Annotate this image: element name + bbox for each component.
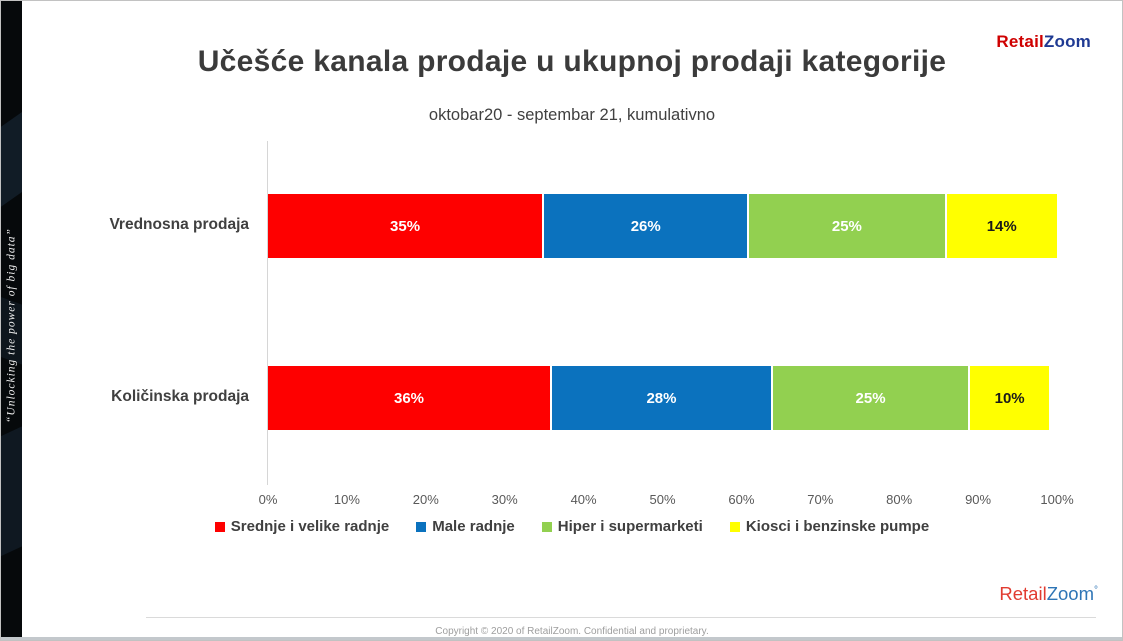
bar-value-label: 36% bbox=[394, 389, 425, 407]
x-tick-label: 100% bbox=[1040, 492, 1074, 507]
legend-label: Kiosci i benzinske pumpe bbox=[745, 518, 930, 535]
bar-segment: 36% bbox=[268, 366, 551, 430]
copyright-text: Copyright © 2020 of RetailZoom. Confiden… bbox=[435, 626, 709, 637]
chart-subtitle: oktobar20 - septembar 21, kumulativno bbox=[428, 106, 716, 124]
logo-retail-text: Retail bbox=[996, 32, 1044, 51]
bar-segment: 28% bbox=[552, 366, 771, 430]
side-tagline: “Unlocking the power of big data” bbox=[5, 228, 18, 424]
logo-zoom-text: Zoom bbox=[1043, 32, 1091, 51]
x-tick-label: 60% bbox=[728, 492, 755, 507]
logo-zoom-text: Zoom bbox=[1046, 583, 1094, 604]
x-tick-label: 50% bbox=[649, 492, 676, 507]
bar-segment: 25% bbox=[749, 194, 945, 258]
legend-swatch bbox=[729, 521, 740, 532]
bar-value-label: 26% bbox=[630, 217, 661, 235]
x-tick-label: 30% bbox=[491, 492, 518, 507]
logo-mark: ° bbox=[1094, 584, 1098, 596]
footer-divider bbox=[146, 617, 1096, 618]
bar-value-label: 25% bbox=[855, 389, 886, 407]
x-tick-label: 20% bbox=[412, 492, 439, 507]
side-strip: “Unlocking the power of big data” bbox=[1, 1, 22, 640]
legend-label: Srednje i velike radnje bbox=[230, 518, 390, 535]
x-tick-label: 0% bbox=[258, 492, 278, 507]
legend: Srednje i velike radnje Male radnje Hiper … bbox=[22, 518, 1122, 535]
bar-segment: 10% bbox=[970, 366, 1050, 430]
bar-value-label: 10% bbox=[994, 389, 1025, 407]
bar-segment: 35% bbox=[268, 194, 543, 258]
stacked-bar: 36% 28% 25% 10% bbox=[268, 366, 1057, 430]
legend-item: Srednje i velike radnje bbox=[214, 518, 390, 535]
bar-segment: 26% bbox=[544, 194, 748, 258]
legend-item: Hiper i supermarketi bbox=[541, 518, 703, 535]
retailzoom-logo-bottom: RetailZoom° bbox=[999, 583, 1098, 605]
bar-value-label: 28% bbox=[646, 389, 677, 407]
chart-title: Učešće kanala prodaje u ukupnoj prodaji … bbox=[197, 45, 947, 78]
legend-item: Male radnje bbox=[416, 518, 515, 535]
x-tick-label: 90% bbox=[965, 492, 992, 507]
bar-segment: 14% bbox=[946, 194, 1057, 258]
bar-value-label: 35% bbox=[390, 217, 421, 235]
legend-swatch bbox=[416, 521, 427, 532]
y-axis-line bbox=[267, 141, 268, 485]
stacked-bar: 35% 26% 25% 14% bbox=[268, 194, 1057, 258]
x-tick-label: 40% bbox=[570, 492, 597, 507]
retailzoom-logo-top: RetailZoom bbox=[996, 32, 1091, 52]
legend-label: Hiper i supermarketi bbox=[557, 518, 703, 535]
legend-swatch bbox=[214, 521, 225, 532]
x-tick-label: 80% bbox=[886, 492, 913, 507]
category-label: Količinska prodaja bbox=[111, 388, 249, 405]
bar-value-label: 14% bbox=[986, 217, 1017, 235]
legend-item: Kiosci i benzinske pumpe bbox=[729, 518, 930, 535]
bar-segment: 25% bbox=[772, 366, 969, 430]
bar-value-label: 25% bbox=[831, 217, 862, 235]
x-tick-label: 70% bbox=[807, 492, 834, 507]
bottom-bar bbox=[1, 637, 1122, 640]
category-label: Vrednosna prodaja bbox=[109, 216, 249, 233]
legend-label: Male radnje bbox=[432, 518, 515, 535]
logo-retail-text: Retail bbox=[999, 583, 1047, 604]
x-tick-label: 10% bbox=[333, 492, 360, 507]
legend-swatch bbox=[541, 521, 552, 532]
